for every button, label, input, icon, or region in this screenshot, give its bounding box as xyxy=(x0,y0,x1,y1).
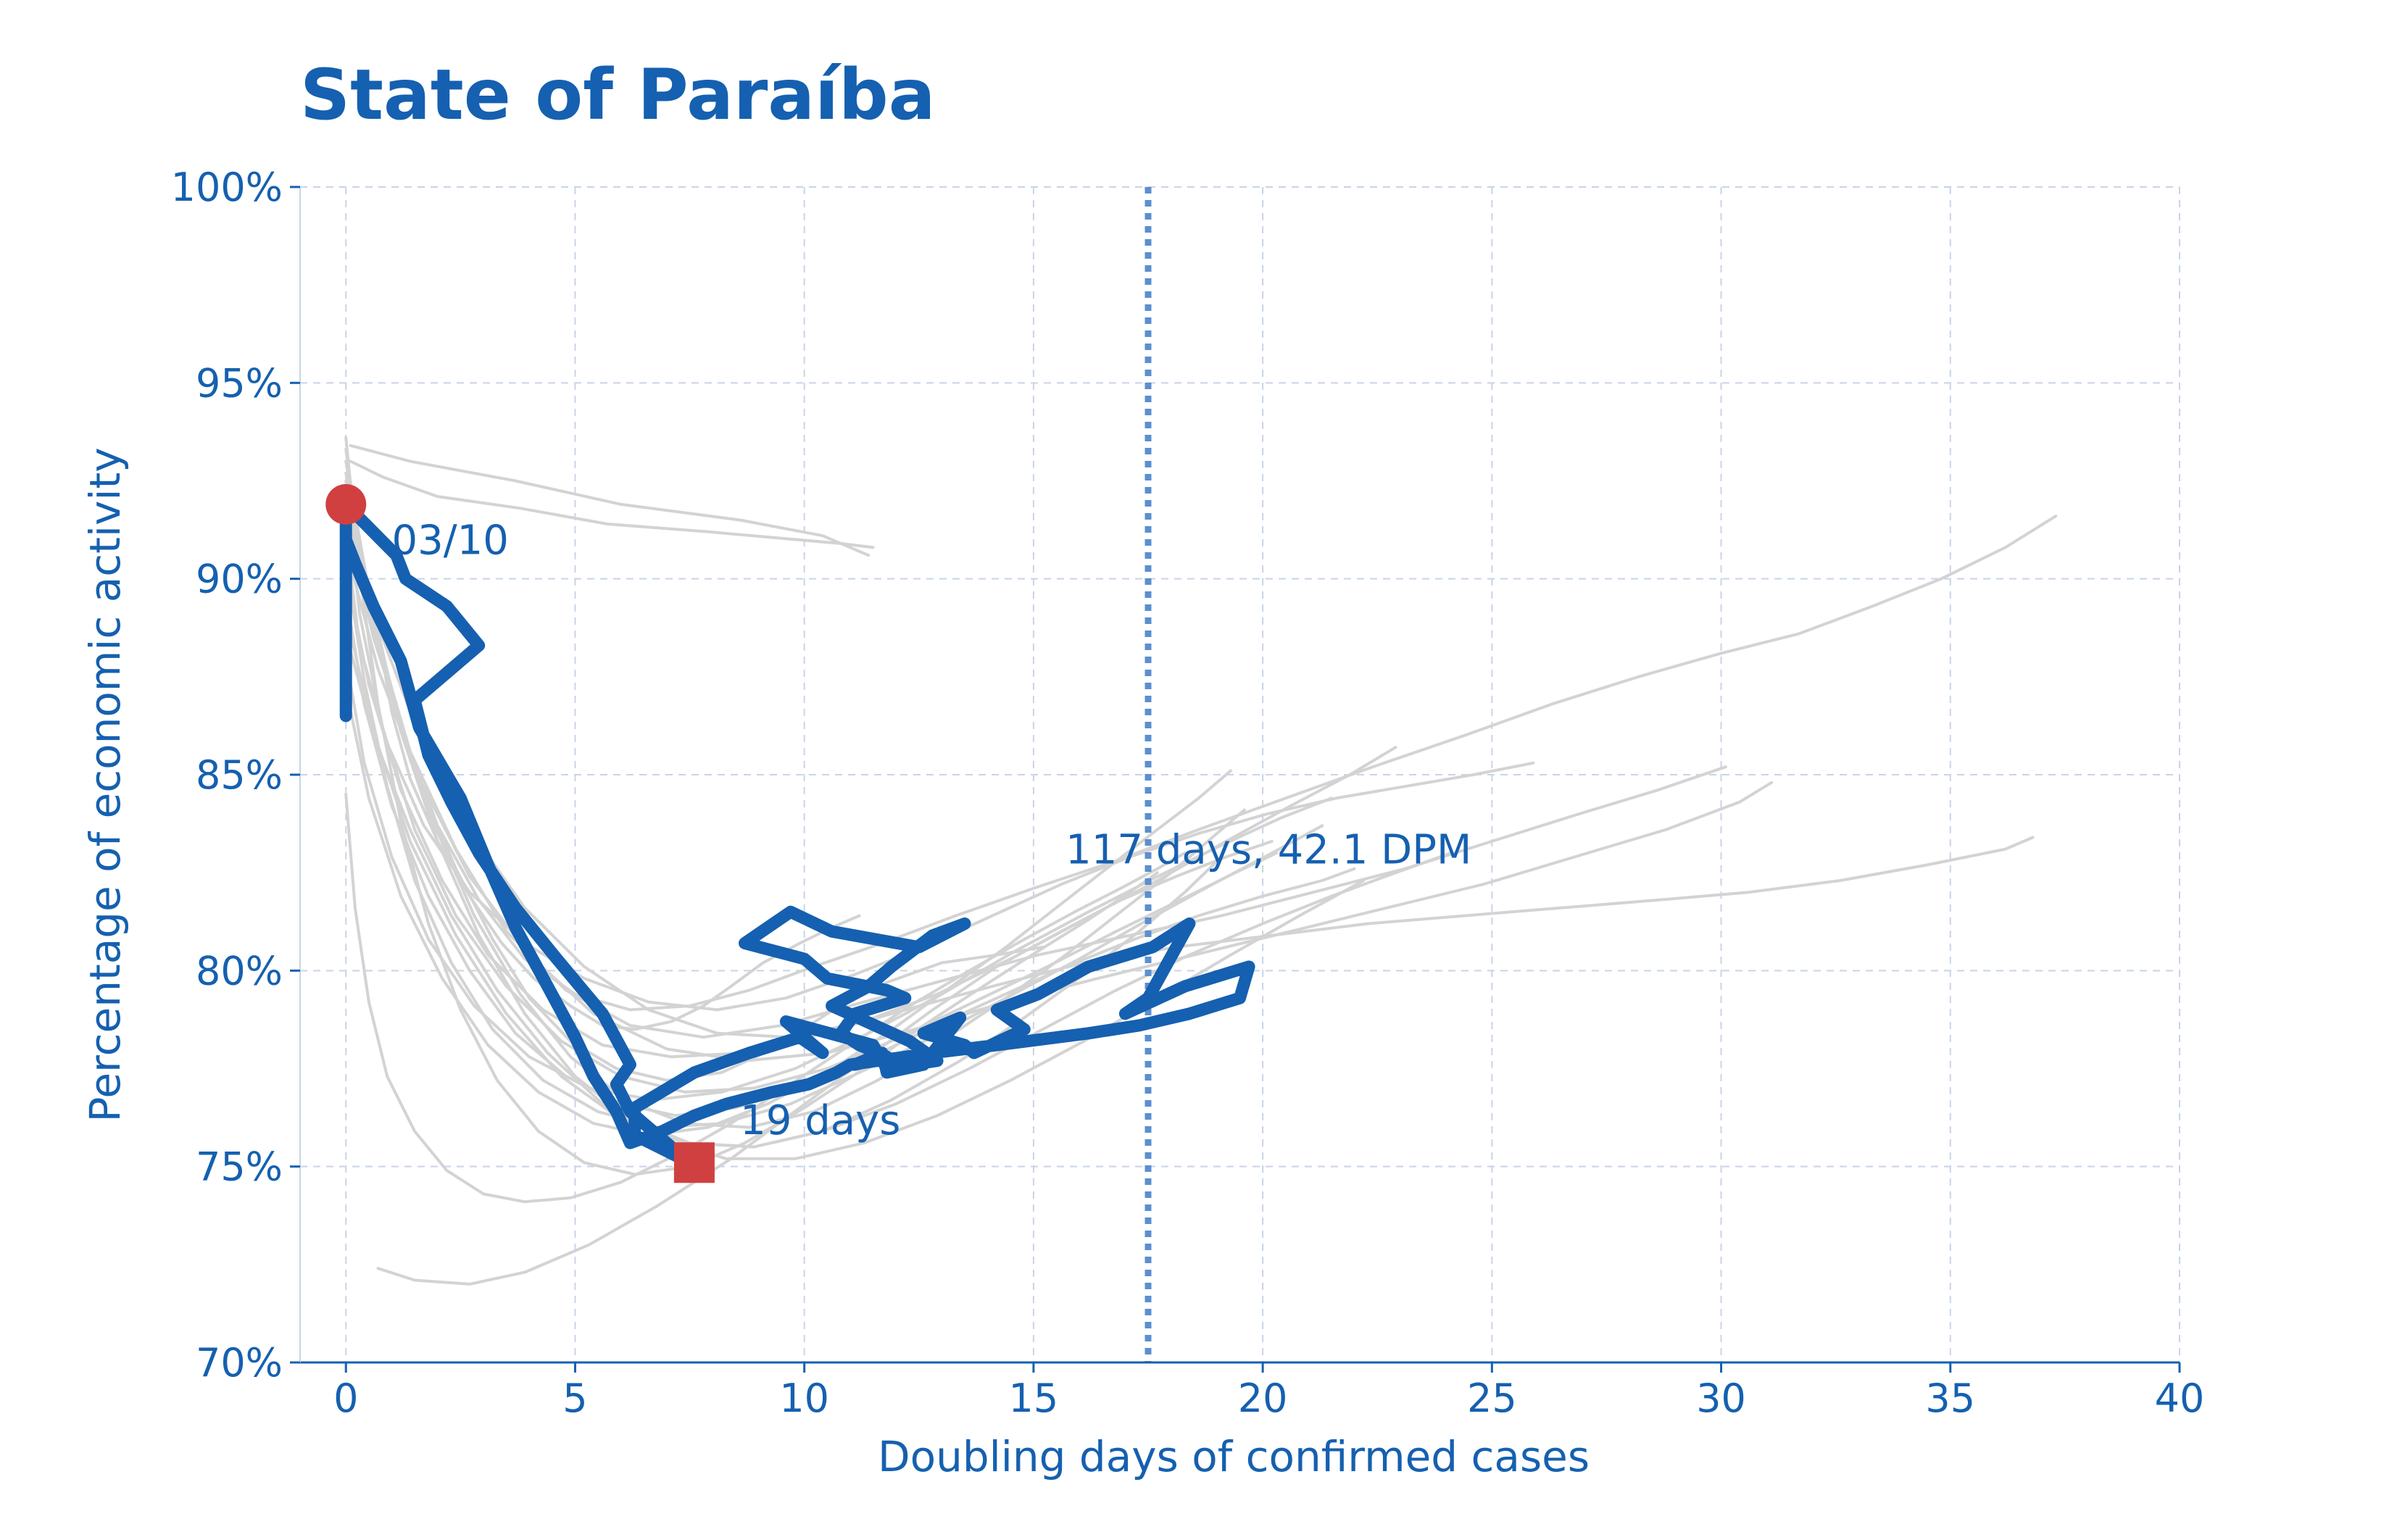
x-tick-label-4: 20 xyxy=(1238,1375,1288,1421)
background-series-line-20 xyxy=(344,459,1246,1129)
background-series-line-4 xyxy=(344,499,2058,1012)
x-tick-label-6: 30 xyxy=(1696,1375,1746,1421)
background-series-line-21 xyxy=(344,655,1333,1102)
y-tick-label-1: 75% xyxy=(196,1144,283,1190)
y-tick-label-3: 85% xyxy=(196,752,283,798)
highlight-series-line xyxy=(339,498,1255,1169)
background-series-line-5 xyxy=(344,518,1727,1039)
y-tick-label-2: 80% xyxy=(196,948,283,994)
axes: 0 5 10 15 20 25 30 35 40 70% 75% 80% 85% 90% 95% 100% xyxy=(171,165,2205,1421)
annotation-2: 117 days, 42.1 DPM xyxy=(1065,827,1471,874)
background-series-line-2 xyxy=(344,448,861,1031)
background-series-line-14 xyxy=(376,839,1274,1286)
background-series-line-18 xyxy=(344,491,1279,1094)
highlight-series-group xyxy=(339,498,1255,1169)
start-marker xyxy=(325,483,367,525)
x-tick-label-1: 5 xyxy=(562,1375,587,1421)
y-tick-label-4: 90% xyxy=(196,557,283,602)
markers-group xyxy=(325,483,715,1183)
background-series-line-15 xyxy=(344,687,1232,1137)
x-tick-label-3: 15 xyxy=(1009,1375,1059,1421)
x-axis-label: Doubling days of confirmed cases xyxy=(878,1432,1590,1481)
background-series-line-1 xyxy=(349,444,871,557)
y-axis-label: Percentage of economic activity xyxy=(80,447,130,1122)
x-tick-label-5: 25 xyxy=(1467,1375,1517,1421)
end-marker xyxy=(673,1142,715,1183)
x-tick-label-8: 40 xyxy=(2155,1375,2205,1421)
annotations-group: 03/10 19 days 117 days, 42.1 DPM xyxy=(391,517,1471,1144)
y-tick-label-6: 100% xyxy=(171,165,283,210)
background-series-line-11 xyxy=(344,436,1159,1176)
chart-title: State of Paraíba xyxy=(300,54,935,136)
x-tick-label-0: 0 xyxy=(333,1375,358,1421)
y-tick-label-5: 95% xyxy=(196,360,283,406)
annotation-1: 19 days xyxy=(740,1097,900,1144)
annotation-0: 03/10 xyxy=(391,517,508,565)
x-tick-label-2: 10 xyxy=(779,1375,829,1421)
grid xyxy=(300,186,2180,1363)
y-tick-label-0: 70% xyxy=(196,1340,283,1386)
background-series-line-0 xyxy=(349,459,875,549)
x-tick-label-7: 35 xyxy=(1925,1375,1975,1421)
